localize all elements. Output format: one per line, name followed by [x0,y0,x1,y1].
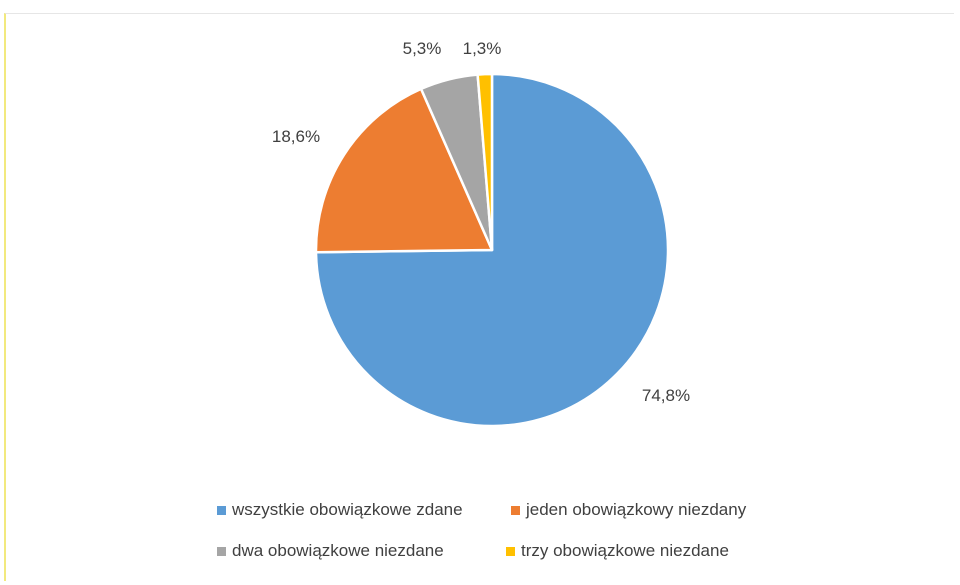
legend-label: wszystkie obowiązkowe zdane [232,500,463,519]
data-label-4: 1,3% [463,39,502,58]
pie-chart: 74,8% 18,6% 5,3% 1,3% [272,39,690,428]
legend-item-trzy-obowiazkowe-niezdane: trzy obowiązkowe niezdane [506,541,729,561]
pie-slices [314,72,670,428]
data-label-3: 5,3% [403,39,442,58]
pie-data-labels: 74,8% 18,6% 5,3% 1,3% [272,39,690,405]
legend-label: trzy obowiązkowe niezdane [521,541,729,560]
chart-frame: 74,8% 18,6% 5,3% 1,3% wszystkie obowiązkowe… [4,13,954,581]
legend-item-dwa-obowiazkowe-niezdane: dwa obowiązkowe niezdane [217,541,444,561]
legend-swatch-blue [217,505,226,515]
legend-label: jeden obowiązkowy niezdany [526,500,747,519]
data-label-2: 18,6% [272,127,320,146]
data-label-1: 74,8% [642,386,690,405]
pie-slice-2 [314,87,494,254]
legend-swatch-orange [511,505,520,515]
legend-swatch-gray [217,546,226,556]
legend-item-wszystkie-obowiazkowe-zdane: wszystkie obowiązkowe zdane [217,500,463,520]
legend-label: dwa obowiązkowe niezdane [232,541,444,560]
legend-swatch-yellow [506,546,515,556]
pie-slice-4 [476,72,494,252]
legend-item-jeden-obowiazkowy-niezdany: jeden obowiązkowy niezdany [511,500,746,520]
